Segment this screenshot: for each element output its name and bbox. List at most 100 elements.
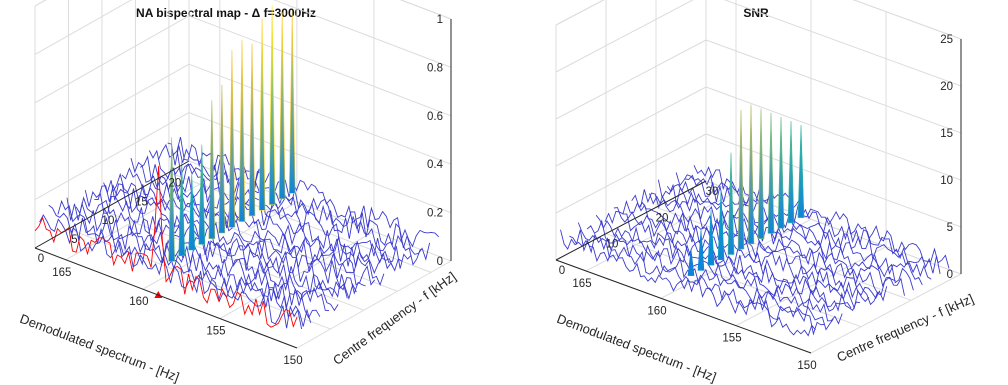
y-tick-label: 15 [135,196,148,208]
wall-gridline [705,86,962,181]
series-line [121,167,385,287]
wall-gridline [705,133,962,228]
peak-spike [198,144,206,245]
peak-spike [767,112,775,234]
box-edge [852,0,962,40]
peak-spike [208,100,216,239]
series-line [604,210,861,312]
series-line [94,184,357,301]
series-line [75,196,339,312]
series-line [48,204,312,327]
floor-gridline [296,260,452,349]
z-tick-label: 0.8 [427,62,443,74]
z-tick-label: 25 [940,34,953,46]
z-tick-label: 1 [437,14,443,26]
series-line [649,193,905,296]
y-tick-label: 0 [559,265,565,277]
z-tick-label: 20 [940,81,953,93]
series-line [148,149,412,269]
highlighted-series-line [34,166,298,328]
wall-gridline [34,0,133,55]
series-line [586,219,843,325]
wall-gridline [555,133,707,214]
peak-spike [248,43,256,217]
peak-spike [697,229,705,271]
series-line [622,199,879,306]
series-line [577,222,834,331]
wall-gridline [188,63,452,165]
series-line [66,197,330,312]
peak-spike [228,50,236,228]
plot-area [34,5,440,330]
wall-gridline [555,86,707,167]
series-line [57,199,321,319]
y-tick-label: 10 [102,215,115,227]
grid [555,0,962,354]
wall-gridline [555,39,707,120]
peak-spike [777,116,785,229]
peak-spike [238,39,246,222]
x-tick-label: 160 [129,296,148,308]
z-tick-label: 0.4 [427,159,444,171]
chart-title: SNR [743,6,769,20]
peak-spike [747,104,755,245]
wall-gridline [273,0,452,68]
box-edge [399,0,452,20]
peak-spike [178,160,186,256]
z-tick-label: 0.6 [427,111,443,123]
chart-title: NA bispectral map - Δ f=3000Hz [136,6,316,20]
z-tick-label: 15 [940,128,953,140]
plot-area [560,104,950,337]
peak-spike [268,5,276,205]
wall-gridline [555,0,605,26]
peak-spike [188,174,196,251]
x-tick-label: 150 [283,355,302,367]
y-tick-label: 5 [71,234,77,246]
floor-gridline [735,246,887,327]
y-tick-label: 30 [706,186,719,198]
x-axis-label: Demodulated spectrum - [Hz] [555,311,718,385]
bispectral-map-panel: NA bispectral map - Δ f=3000Hz 150155160… [18,0,459,385]
peak-spike [707,210,715,266]
series-line [84,190,348,299]
peak-spike [717,190,725,261]
wall-gridline [723,0,962,87]
x-tick-label: 155 [206,326,225,338]
series-line [595,214,852,312]
wall-gridline [34,112,190,201]
series-line [657,179,914,291]
series-line [103,180,366,295]
floor-gridline [655,206,912,301]
series-line [613,207,870,310]
z-tick-label: 0 [947,269,953,281]
axes: 150 155 160 165 0 10 20 30 0 5 10 15 20 25 [555,34,962,372]
peak-spike [737,109,745,250]
peak-spike [687,248,695,276]
wall-gridline [705,39,962,134]
x-tick-label: 160 [647,305,666,317]
y-tick-label: 20 [656,212,669,224]
y-axis-line [34,160,190,249]
peak-spike [727,152,735,255]
wall-gridline [555,0,694,73]
x-axis-line [555,259,812,354]
peak-spike [168,137,175,262]
series-line [139,155,403,272]
x-tick-label: 150 [797,360,816,372]
series-line [569,229,825,336]
x-tick-label: 165 [572,278,591,290]
floor-gridline [585,191,737,272]
axes: 150 155 160 165 0 5 10 15 20 0 0.2 0.4 0.6 0.8 1 [34,14,452,367]
z-tick-label: 0.2 [427,208,443,220]
peak-spike [757,108,765,239]
z-tick-label: 0 [437,256,443,268]
peak-spike [278,12,286,200]
wall-gridline [34,15,190,104]
x-tick-label: 165 [52,267,71,279]
peak-spike [787,120,795,224]
snr-panel: SNR 150 155 160 165 0 10 20 30 0 5 10 15 20 25 Demodu… [555,0,976,385]
x-axis-line [34,247,298,349]
y-tick-label: 20 [169,177,182,189]
x-tick-label: 155 [722,333,741,345]
wall-gridline [34,63,190,152]
